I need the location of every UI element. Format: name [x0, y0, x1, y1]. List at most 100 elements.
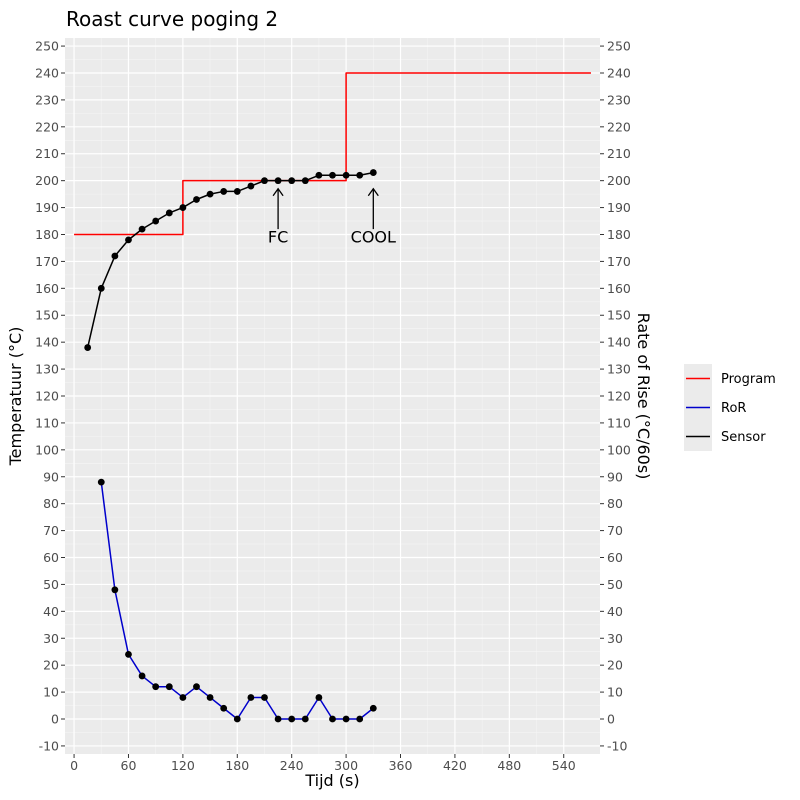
y-tick-label: 230 [35, 92, 59, 107]
y-right-tick-label: -10 [607, 738, 627, 753]
ror-point [261, 694, 268, 701]
ror-legend-label: RoR [721, 401, 746, 416]
sensor-point [356, 171, 364, 179]
sensor-point [247, 182, 255, 190]
y-right-tick-label: 80 [607, 496, 623, 511]
y-right-tick-label: 40 [607, 604, 623, 619]
sensor-point [165, 209, 173, 217]
y-right-tick-label: 30 [607, 631, 623, 646]
x-tick-label: 420 [443, 758, 467, 773]
sensor-point [193, 196, 200, 203]
ror-point [342, 715, 350, 723]
y-right-tick-label: 140 [607, 335, 631, 350]
sensor-point [84, 344, 92, 351]
y-tick-label: 10 [43, 685, 59, 700]
sensor-line [86, 171, 374, 348]
x-tick-label: 0 [70, 758, 78, 773]
x-tick-label: 60 [121, 758, 137, 773]
y-axis-title: Temperatuur (°C) [6, 327, 25, 467]
fc-arrow-head [272, 187, 284, 197]
x-axis-title: Tijd (s) [304, 771, 359, 790]
y-tick-label: 110 [35, 415, 59, 430]
sensor-point [138, 225, 146, 233]
y-axis-right-title: Rate of Rise (°C/60s) [634, 313, 653, 480]
y-tick-label: 170 [35, 254, 59, 269]
sensor-point [206, 190, 214, 198]
y-right-tick-label: 60 [607, 550, 623, 565]
sensor-legend-label: Sensor [721, 430, 766, 445]
sensor-point [179, 204, 187, 211]
cool-arrow-head [367, 187, 379, 197]
y-tick-label: 40 [43, 604, 59, 619]
sensor-point [329, 171, 336, 179]
y-right-tick-label: 150 [607, 308, 631, 323]
y-right-tick-label: 50 [607, 577, 623, 592]
ror-point [111, 586, 119, 594]
sensor-point [111, 252, 119, 260]
ror-point [329, 715, 336, 723]
sensor-point [261, 177, 268, 185]
x-tick-label: 120 [171, 758, 195, 773]
sensor-point [342, 171, 350, 179]
ror-point [152, 683, 160, 691]
y-right-tick-label: 180 [607, 227, 631, 242]
sensor-point [152, 217, 160, 225]
y-right-tick-label: 250 [607, 39, 631, 54]
y-tick-label: 180 [35, 227, 59, 242]
fc-annotation-label: FC [268, 228, 288, 247]
y-right-tick-label: 110 [607, 415, 631, 430]
ror-point [274, 715, 282, 723]
annotations: FC COOL [268, 187, 396, 247]
y-right-tick-label: 170 [607, 254, 631, 269]
y-right-tick-label: 120 [607, 389, 631, 404]
y-right-tick-label: 90 [607, 469, 623, 484]
ror-point [165, 683, 173, 691]
ror-point [356, 715, 364, 723]
ror-point [220, 704, 228, 712]
y-tick-label: 100 [35, 442, 59, 457]
x-tick-label: 540 [552, 758, 576, 773]
y-tick-label: 250 [35, 39, 59, 54]
sensor-point [301, 177, 309, 185]
sensor-point [274, 177, 282, 185]
major-gridlines [65, 38, 600, 754]
y-tick-label: 210 [35, 146, 59, 161]
y-right-tick-label: 0 [607, 712, 615, 727]
ror-point [301, 715, 309, 723]
y-tick-label: 220 [35, 119, 59, 134]
ror-point [233, 715, 241, 723]
y-tick-label: 60 [43, 550, 59, 565]
y-tick-label: 240 [35, 65, 59, 80]
x-tick-label: 240 [280, 758, 304, 773]
y-tick-label: 200 [35, 173, 59, 188]
ror-point [315, 694, 323, 701]
y-right-tick-label: 100 [607, 442, 631, 457]
minor-gridlines [65, 38, 600, 754]
y-right-tick-label: 20 [607, 658, 623, 673]
ror-point [179, 694, 187, 701]
y-right-tick-label: 160 [607, 281, 631, 296]
y-right-tick-label: 130 [607, 362, 631, 377]
series-layer [74, 72, 591, 723]
y-tick-label: 130 [35, 362, 59, 377]
sensor-point [288, 177, 296, 185]
sensor-point [125, 236, 132, 244]
ror-point [288, 715, 296, 723]
y-right-tick-label: 210 [607, 146, 631, 161]
y-right-tick-label: 200 [607, 173, 631, 188]
ror-point [97, 478, 105, 486]
y-tick-label: 80 [43, 496, 59, 511]
y-tick-label: 70 [43, 523, 59, 538]
y-tick-label: 30 [43, 631, 59, 646]
ror-point [193, 683, 200, 691]
ror-point [138, 672, 146, 680]
y-right-tick-label: 190 [607, 200, 631, 215]
y-tick-label: -10 [39, 738, 59, 753]
y-tick-label: 90 [43, 469, 59, 484]
y-right-tick-label: 10 [607, 685, 623, 700]
x-tick-label: 360 [389, 758, 413, 773]
y-right-tick-label: 240 [607, 65, 631, 80]
program-legend-label: Program [721, 372, 776, 387]
y-right-tick-label: 230 [607, 92, 631, 107]
